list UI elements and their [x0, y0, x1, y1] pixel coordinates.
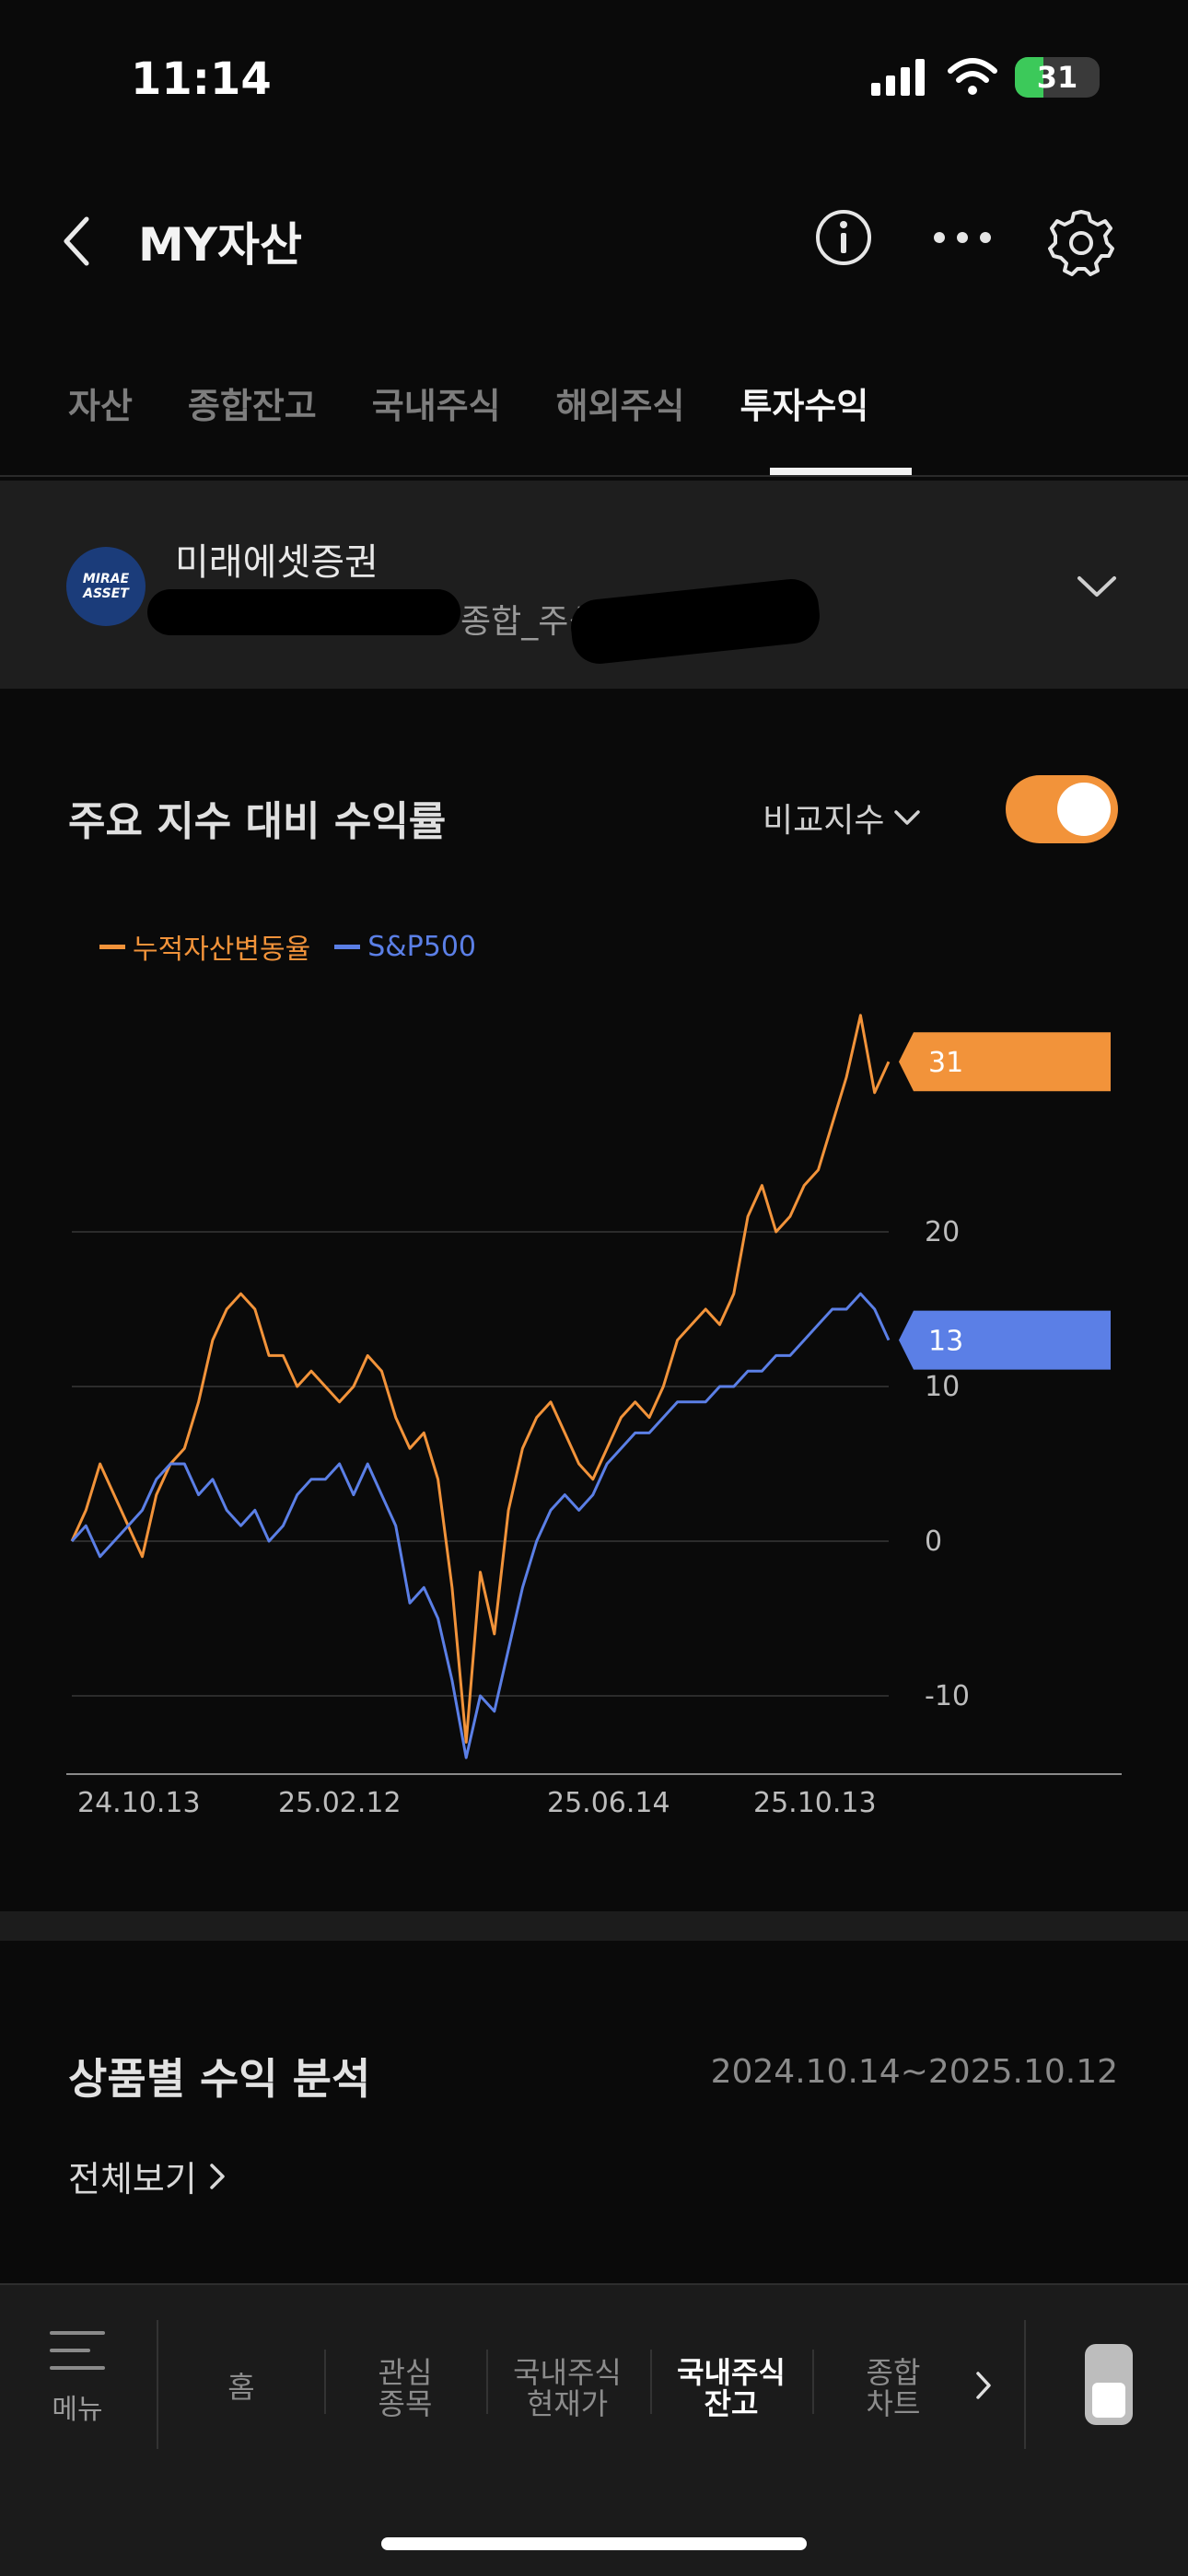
x-tick-label: 25.02.12	[278, 1787, 402, 1819]
nav-item-watchlist[interactable]: 관심 종목	[322, 2357, 488, 2419]
broker-name: 미래에셋증권	[175, 541, 379, 584]
end-value-tag	[899, 1032, 1111, 1092]
chart-section-title: 주요 지수 대비 수익률	[68, 798, 447, 845]
y-tick-label: -10	[925, 1680, 970, 1712]
nav-item-home[interactable]: 홈	[158, 2372, 324, 2403]
nav-separator	[650, 2350, 652, 2414]
tab-domestic-stocks[interactable]: 국내주식	[371, 386, 501, 426]
series-line-0	[70, 1014, 891, 1744]
page-title: MY자산	[138, 218, 302, 272]
redacted-account-number	[147, 589, 460, 635]
view-all-label: 전체보기	[68, 2159, 197, 2199]
hamburger-menu-icon	[50, 2331, 105, 2370]
view-all-link[interactable]: 전체보기	[68, 2151, 227, 2201]
tab-divider	[0, 475, 1188, 477]
nav-item-label: 관심	[378, 2355, 433, 2390]
nav-item-label: 홈	[227, 2370, 255, 2405]
y-tick-label: 0	[925, 1526, 942, 1558]
chevron-right-icon[interactable]	[974, 2370, 993, 2401]
home-indicator	[381, 2537, 807, 2550]
chevron-down-icon[interactable]	[1076, 573, 1118, 600]
nav-item-label: 차트	[866, 2386, 921, 2421]
returns-line-chart: 20 10 0 -10 24.10.13 25.02.12 25.06.14 25.10.13…	[66, 1014, 1122, 1819]
tab-bar: 자산 종합잔고 국내주식 해외주식 투자수익	[68, 377, 924, 428]
legend-label-index: S&P500	[367, 930, 476, 963]
settings-gear-icon[interactable]	[1046, 208, 1116, 278]
legend-item-index: S&P500	[334, 926, 476, 967]
menu-button[interactable]: 메뉴	[48, 2327, 107, 2427]
nav-separator	[1024, 2320, 1026, 2449]
broker-logo-text: MIRAE ASSET	[82, 572, 130, 601]
tab-assets[interactable]: 자산	[68, 386, 133, 426]
y-tick-label: 20	[925, 1216, 960, 1248]
chevron-down-icon	[894, 810, 921, 825]
x-tick-label: 24.10.13	[77, 1787, 201, 1819]
bottom-navigation	[0, 2283, 1188, 2576]
series-line-1	[70, 1292, 891, 1759]
nav-item-label: 국내주식	[677, 2355, 786, 2390]
nav-separator	[157, 2320, 158, 2449]
nav-item-label: 국내주식	[513, 2355, 622, 2390]
nav-item-label: 잔고	[704, 2386, 759, 2421]
x-tick-label: 25.10.13	[753, 1787, 877, 1819]
tab-investment-returns[interactable]: 투자수익	[740, 386, 869, 426]
nav-separator	[324, 2350, 326, 2414]
nav-separator	[812, 2350, 814, 2414]
nav-item-label: 종합	[866, 2355, 921, 2390]
chart-legend: 누적자산변동율 S&P500	[99, 926, 476, 967]
active-tab-indicator	[770, 468, 912, 475]
status-time: 11:14	[131, 53, 272, 105]
end-value-tag	[899, 1310, 1111, 1370]
toggle-knob	[1057, 783, 1111, 836]
end-value-label: 31	[928, 1047, 963, 1079]
nav-item-domestic-price[interactable]: 국내주식 현재가	[484, 2357, 650, 2419]
compare-index-label: 비교지수	[763, 802, 885, 840]
menu-label: 메뉴	[52, 2394, 103, 2426]
battery-percent: 31	[1036, 60, 1078, 95]
info-icon[interactable]	[814, 208, 873, 267]
widget-toggle-icon[interactable]	[1085, 2344, 1133, 2425]
nav-item-label: 현재가	[526, 2386, 609, 2421]
legend-label-portfolio: 누적자산변동율	[133, 934, 311, 966]
status-icons: 31	[871, 57, 1100, 98]
nav-item-total-chart[interactable]: 종합 차트	[810, 2357, 976, 2419]
nav-separator	[486, 2350, 488, 2414]
y-tick-label: 10	[925, 1371, 960, 1403]
tab-foreign-stocks[interactable]: 해외주식	[555, 386, 685, 426]
broker-logo: MIRAE ASSET	[66, 547, 146, 626]
battery-indicator: 31	[1015, 57, 1100, 98]
compare-toggle[interactable]	[1006, 775, 1118, 843]
legend-item-portfolio: 누적자산변동율	[99, 926, 310, 967]
product-analysis-title: 상품별 수익 분석	[68, 2054, 371, 2104]
end-value-label: 13	[928, 1326, 963, 1358]
product-analysis-date-range: 2024.10.14~2025.10.12	[710, 2053, 1118, 2091]
tab-total-balance[interactable]: 종합잔고	[187, 386, 317, 426]
compare-index-dropdown[interactable]: 비교지수	[763, 794, 921, 841]
cellular-signal-icon	[871, 59, 925, 96]
x-tick-label: 25.06.14	[547, 1787, 670, 1819]
section-divider	[0, 1911, 1188, 1941]
wifi-icon	[948, 58, 997, 95]
back-arrow-icon[interactable]	[59, 214, 96, 269]
nav-item-domestic-balance[interactable]: 국내주식 잔고	[648, 2357, 814, 2419]
nav-item-label: 종목	[378, 2386, 433, 2421]
chevron-right-icon	[210, 2163, 225, 2189]
more-options-icon[interactable]	[930, 208, 995, 267]
